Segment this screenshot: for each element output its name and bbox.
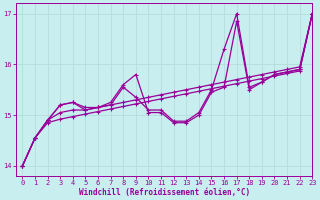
X-axis label: Windchill (Refroidissement éolien,°C): Windchill (Refroidissement éolien,°C) [79,188,250,197]
